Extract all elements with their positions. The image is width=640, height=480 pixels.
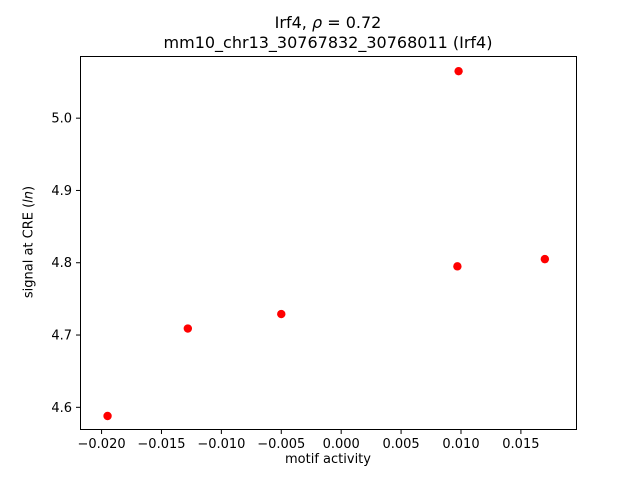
scatter-point bbox=[540, 254, 550, 264]
title-gene-label: Irf4, bbox=[274, 13, 312, 32]
title-rho-value: = 0.72 bbox=[322, 13, 382, 32]
x-tick-label: 0.005 bbox=[382, 437, 419, 452]
y-axis-label-suffix: ) bbox=[21, 185, 37, 191]
x-tick-label: 0.015 bbox=[502, 437, 539, 452]
y-axis-label-italic: ln bbox=[21, 190, 37, 203]
scatter-point bbox=[183, 324, 193, 333]
scatter-point bbox=[103, 411, 112, 421]
y-tick-label: 5.0 bbox=[51, 112, 72, 127]
chart-title-line1: Irf4, ρ = 0.72 bbox=[80, 13, 576, 33]
x-tick-label: 0.010 bbox=[442, 437, 479, 452]
y-axis-label: signal at CRE (ln) bbox=[22, 186, 37, 298]
y-tick-label: 4.9 bbox=[51, 184, 72, 199]
axes-frame bbox=[80, 56, 577, 430]
x-tick-label: −0.005 bbox=[257, 437, 305, 452]
chart-title-line2: mm10_chr13_30767832_30768011 (Irf4) bbox=[163, 33, 493, 52]
y-tick-label: 4.8 bbox=[51, 256, 72, 271]
scatter-point bbox=[454, 66, 463, 76]
y-axis-label-prefix: signal at CRE ( bbox=[21, 202, 37, 299]
y-tick-label: 4.7 bbox=[51, 329, 72, 344]
x-tick-label: 0.000 bbox=[323, 437, 360, 452]
scatter-point bbox=[453, 262, 462, 271]
x-tick-label: −0.010 bbox=[197, 437, 245, 452]
chart-title: Irf4, ρ = 0.72 mm10_chr13_30767832_30768… bbox=[80, 13, 576, 53]
title-rho-symbol: ρ bbox=[311, 13, 323, 32]
x-tick-label: −0.020 bbox=[78, 437, 126, 452]
y-tick-label: 4.6 bbox=[51, 401, 72, 416]
x-axis-label: motif activity bbox=[285, 452, 371, 467]
scatter-point bbox=[277, 309, 286, 319]
x-tick-label: −0.015 bbox=[137, 437, 185, 452]
